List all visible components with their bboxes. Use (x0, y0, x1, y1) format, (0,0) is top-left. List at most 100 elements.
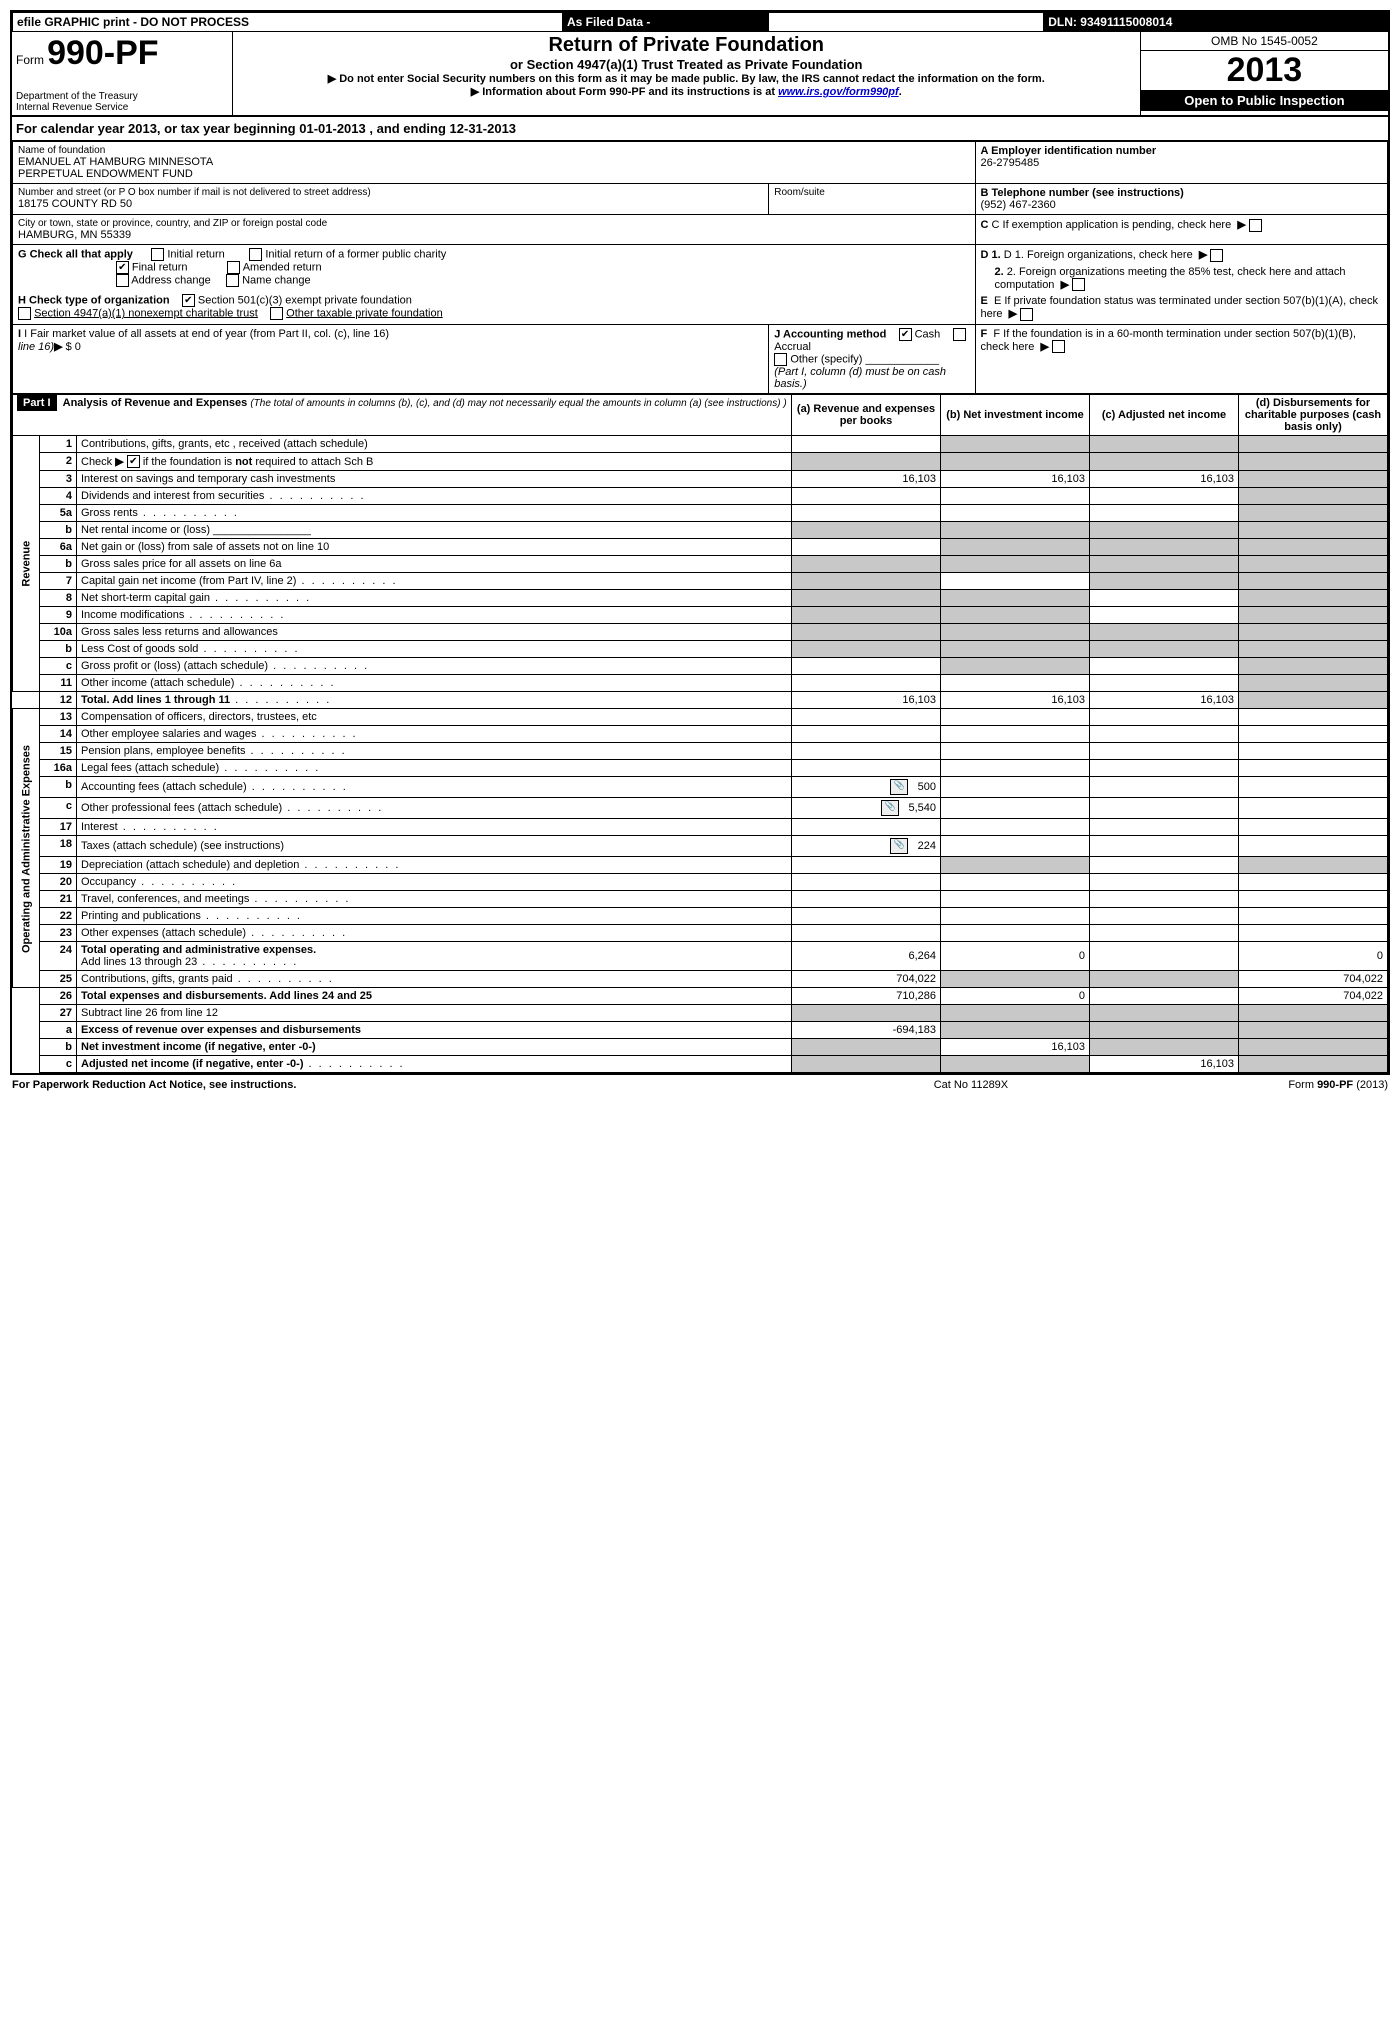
form-prefix: Form (16, 53, 44, 67)
r12-c: 16,103 (1090, 692, 1239, 709)
row-5b: Net rental income or (loss) ____________… (77, 522, 792, 539)
col-c-header: (c) Adjusted net income (1090, 394, 1239, 435)
col-a-header: (a) Revenue and expenses per books (792, 394, 941, 435)
addr-label: Number and street (or P O box number if … (18, 187, 763, 198)
row-1: Contributions, gifts, grants, etc , rece… (77, 435, 792, 452)
r24-b: 0 (941, 942, 1090, 971)
calendar-year-line: For calendar year 2013, or tax year begi… (12, 115, 1388, 141)
r27a-v: -694,183 (792, 1022, 941, 1039)
g-final: Final return (132, 261, 188, 273)
g-label: G Check all that apply (18, 248, 133, 260)
footer-mid: Cat No 11289X (856, 1077, 1086, 1093)
col-b-header: (b) Net investment income (941, 394, 1090, 435)
row-9: Income modifications (77, 607, 792, 624)
f-line: F F If the foundation is in a 60-month t… (981, 328, 1383, 354)
document-frame: efile GRAPHIC print - DO NOT PROCESS As … (10, 10, 1390, 1075)
row-27b: Net investment income (if negative, ente… (77, 1039, 792, 1056)
chk-othertax[interactable] (270, 307, 283, 320)
chk-cash[interactable]: ✔ (899, 328, 912, 341)
addr-value: 18175 COUNTY RD 50 (18, 198, 763, 210)
f-checkbox[interactable] (1052, 340, 1065, 353)
note-info-prefix: Information about Form 990-PF and its in… (482, 86, 778, 98)
chk-amended[interactable] (227, 261, 240, 274)
r16c-a: 5,540 (908, 802, 936, 814)
topbar: efile GRAPHIC print - DO NOT PROCESS As … (12, 12, 1388, 32)
page-footer: For Paperwork Reduction Act Notice, see … (10, 1077, 1390, 1093)
attach-icon[interactable]: 📎 (881, 800, 899, 816)
chk-501c3[interactable]: ✔ (182, 294, 195, 307)
row-7: Capital gain net income (from Part IV, l… (77, 573, 792, 590)
dln-label: DLN: (1048, 15, 1077, 29)
part1-note: (The total of amounts in columns (b), (c… (250, 398, 786, 409)
row-10b: Less Cost of goods sold (77, 641, 792, 658)
topbar-left: efile GRAPHIC print - DO NOT PROCESS (13, 13, 563, 32)
row-6b: Gross sales price for all assets on line… (77, 556, 792, 573)
topbar-blank (769, 13, 1044, 32)
row-26: Total expenses and disbursements. Add li… (77, 988, 792, 1005)
caly-begin: 01-01-2013 (299, 121, 366, 136)
r24-a: 6,264 (792, 942, 941, 971)
j-other: Other (specify) (790, 353, 862, 365)
caly-text-a: For calendar year 2013, or tax year begi… (16, 121, 299, 136)
footer-left: For Paperwork Reduction Act Notice, see … (12, 1079, 296, 1091)
row-11: Other income (attach schedule) (77, 675, 792, 692)
row-21: Travel, conferences, and meetings (77, 891, 792, 908)
r25-d: 704,022 (1239, 971, 1388, 988)
r16b-a: 500 (918, 781, 936, 793)
row-16c: Other professional fees (attach schedule… (77, 798, 792, 819)
phone-value: (952) 467-2360 (981, 199, 1383, 211)
d2-checkbox[interactable] (1072, 278, 1085, 291)
row-6a: Net gain or (loss) from sale of assets n… (77, 539, 792, 556)
r12-b: 16,103 (941, 692, 1090, 709)
chk-namechg[interactable] (226, 274, 239, 287)
r26-d: 704,022 (1239, 988, 1388, 1005)
h-other-tax: Other taxable private foundation (286, 307, 443, 319)
form-number: 990-PF (47, 34, 159, 72)
row-8: Net short-term capital gain (77, 590, 792, 607)
d2-line: 2. 2. Foreign organizations meeting the … (981, 266, 1383, 292)
chk-address[interactable] (116, 274, 129, 287)
r24-d: 0 (1239, 942, 1388, 971)
foundation-name-1: EMANUEL AT HAMBURG MINNESOTA (18, 156, 970, 168)
row-20: Occupancy (77, 874, 792, 891)
chk-initial-former[interactable] (249, 248, 262, 261)
r3-b: 16,103 (941, 471, 1090, 488)
row-25: Contributions, gifts, grants paid (77, 971, 792, 988)
row-27c: Adjusted net income (if negative, enter … (77, 1056, 792, 1073)
g-name: Name change (242, 274, 311, 286)
chk-schb[interactable]: ✔ (127, 455, 140, 468)
row-13: Compensation of officers, directors, tru… (77, 709, 792, 726)
h-label: H Check type of organization (18, 294, 170, 306)
r26-b: 0 (941, 988, 1090, 1005)
row-24: Total operating and administrative expen… (77, 942, 792, 971)
d1-checkbox[interactable] (1210, 249, 1223, 262)
chk-other-acct[interactable] (774, 353, 787, 366)
city-value: HAMBURG, MN 55339 (18, 229, 970, 241)
ein-label: A Employer identification number (981, 145, 1383, 157)
col-d-header: (d) Disbursements for charitable purpose… (1239, 394, 1388, 435)
chk-accrual[interactable] (953, 328, 966, 341)
chk-final[interactable]: ✔ (116, 261, 129, 274)
tax-year: 2013 (1141, 51, 1388, 90)
r26-a: 710,286 (792, 988, 941, 1005)
j-accrual: Accrual (774, 341, 811, 353)
e-checkbox[interactable] (1020, 308, 1033, 321)
h-501c3: Section 501(c)(3) exempt private foundat… (198, 294, 412, 306)
topbar-mid: As Filed Data - (563, 13, 769, 32)
chk-initial[interactable] (151, 248, 164, 261)
row-17: Interest (77, 819, 792, 836)
note-ssn: Do not enter Social Security numbers on … (339, 73, 1045, 85)
c-label: C C If exemption application is pending,… (981, 219, 1232, 231)
instructions-link[interactable]: www.irs.gov/form990pf (778, 86, 899, 98)
r12-a: 16,103 (792, 692, 941, 709)
chk-4947[interactable] (18, 307, 31, 320)
attach-icon[interactable]: 📎 (890, 838, 908, 854)
row-10c: Gross profit or (loss) (attach schedule) (77, 658, 792, 675)
form-title: Return of Private Foundation (237, 34, 1136, 57)
r25-a: 704,022 (792, 971, 941, 988)
foundation-info: Name of foundation EMANUEL AT HAMBURG MI… (12, 141, 1388, 394)
row-15: Pension plans, employee benefits (77, 743, 792, 760)
footer-right: Form 990-PF (2013) (1086, 1077, 1390, 1093)
attach-icon[interactable]: 📎 (890, 779, 908, 795)
c-checkbox[interactable] (1249, 219, 1262, 232)
